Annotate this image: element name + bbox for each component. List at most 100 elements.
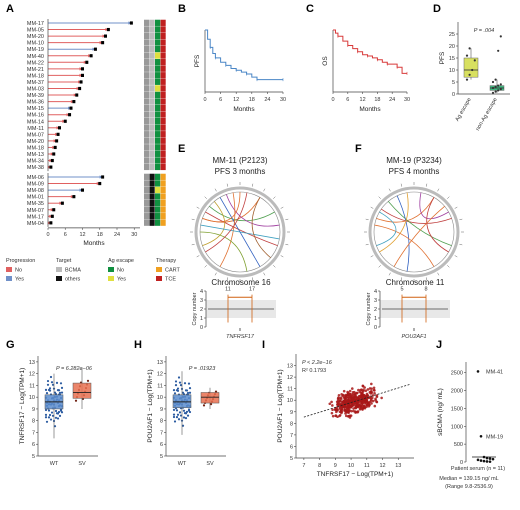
y-tick-label: 13 [287, 364, 293, 370]
heatmap-cell [149, 72, 155, 79]
sv-chord [374, 224, 435, 267]
ring-tick [204, 196, 207, 199]
y-tick-label: 0 [460, 460, 463, 466]
data-point [50, 411, 54, 414]
x-tick-label: 13 [395, 463, 401, 469]
breakpoint-label: 17 [249, 287, 255, 293]
y-tick-label: 1000 [451, 424, 463, 430]
patient-label: MM-20 [27, 139, 44, 145]
data-point [182, 416, 186, 419]
heatmap-cell [160, 150, 166, 157]
patient-label: MM-22 [27, 60, 44, 66]
heatmap-cell [149, 19, 155, 26]
data-point [177, 376, 181, 379]
y-axis-title: sBCMA (ng/ mL) [437, 388, 444, 436]
heatmap-cell [144, 186, 150, 194]
data-point [364, 395, 368, 399]
circos-title: MM-19 (P3234) [386, 156, 442, 165]
data-point [380, 396, 383, 400]
y-axis-title: Copy number [366, 292, 372, 325]
ring-tick [285, 243, 289, 246]
heatmap-cell [155, 137, 161, 144]
ring-tick [437, 272, 440, 276]
legend-swatch [108, 276, 114, 281]
panel-label-a: A [6, 3, 14, 15]
data-point [338, 414, 341, 418]
ring-tick [400, 277, 403, 281]
data-point [184, 389, 188, 392]
x-tick-label: 18 [374, 97, 380, 103]
ring-tick [214, 188, 217, 192]
data-point [176, 387, 180, 390]
ring-tick [447, 196, 450, 199]
ring-tick [459, 243, 463, 246]
y-tick-label: 11 [29, 383, 35, 389]
x-axis-title: Patient serum (n = 11) [451, 466, 505, 472]
data-point [353, 401, 357, 404]
y-tick-label: 9 [160, 407, 163, 413]
patient-label: MM-14 [27, 119, 44, 125]
y-axis-title: PFS [194, 54, 201, 67]
y-tick-label: 9 [290, 410, 293, 416]
y-axis-title: POU2AF1 − Log(TPM+1) [147, 369, 154, 442]
swimmer-endpoint [81, 73, 84, 77]
regression-line [303, 383, 411, 418]
data-point [373, 391, 376, 395]
data-point [370, 402, 373, 405]
swimmer-endpoint [52, 152, 56, 156]
heatmap-cell [155, 124, 161, 131]
heatmap-cell [160, 91, 166, 99]
x-tick-label: 12 [379, 463, 385, 469]
ring-tick [226, 277, 229, 281]
data-point [353, 396, 357, 399]
km-curve [205, 29, 283, 81]
data-point [351, 392, 354, 396]
data-point [468, 47, 471, 50]
swimmer-endpoint [60, 201, 64, 205]
data-point [178, 411, 182, 414]
x-tick-label: 24 [389, 97, 395, 103]
data-point [45, 420, 49, 423]
data-point [465, 78, 469, 81]
data-point [497, 49, 500, 52]
swimmer-endpoint [101, 41, 105, 45]
ring-tick [285, 218, 289, 221]
heatmap-cell [149, 213, 155, 220]
heatmap-cell [149, 59, 155, 66]
data-point [361, 395, 364, 398]
data-point [176, 413, 180, 416]
ring-tick [378, 265, 381, 268]
data-point [187, 382, 191, 385]
heatmap-cell [155, 78, 161, 85]
chromosome-ring [194, 186, 286, 278]
sv-chord [376, 197, 435, 223]
heatmap-cell [160, 186, 166, 194]
sv-chord [396, 195, 410, 272]
data-point [202, 404, 206, 407]
swimmer-endpoint [56, 132, 60, 136]
y-axis-title: PFS [439, 51, 446, 64]
swimmer-endpoint [49, 165, 53, 169]
data-point [328, 402, 332, 406]
data-point [347, 391, 350, 395]
legend-swatch [56, 276, 62, 281]
heatmap-cell [144, 52, 150, 59]
patient-label: MM-09 [27, 182, 44, 188]
data-point [372, 386, 376, 390]
ring-tick [251, 277, 254, 281]
data-point [358, 405, 362, 408]
heatmap-cell [155, 163, 161, 171]
data-point [336, 415, 339, 419]
data-point [330, 400, 333, 404]
heatmap-cell [155, 98, 161, 105]
data-point [331, 414, 335, 418]
p-value-label: P < 2.2e−16 [302, 360, 333, 366]
heatmap-cell [149, 173, 155, 180]
heatmap-cell [144, 111, 150, 118]
p-value-label: P = .01923 [189, 366, 216, 372]
data-point [60, 411, 64, 414]
heatmap-cell [144, 91, 150, 99]
data-point [55, 381, 59, 384]
heatmap-cell [155, 65, 161, 72]
heatmap-cell [160, 52, 166, 59]
